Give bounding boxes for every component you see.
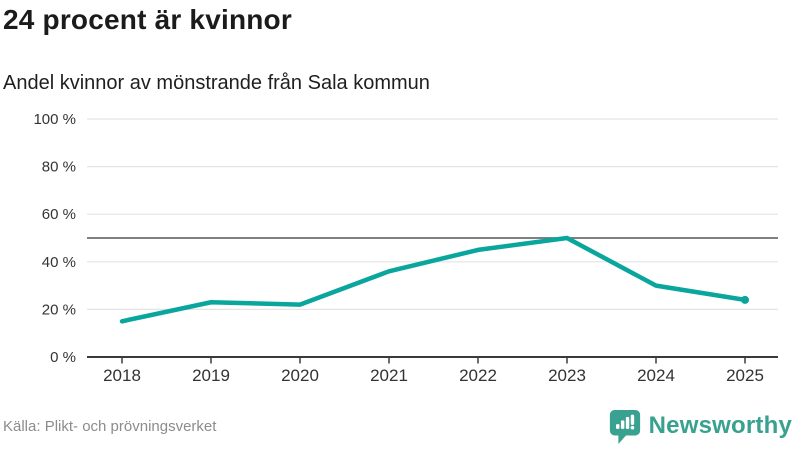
y-tick-label: 60 % — [42, 206, 76, 223]
y-tick-label: 0 % — [50, 349, 76, 366]
x-tick-label: 2025 — [726, 366, 764, 385]
x-tick-label: 2019 — [192, 366, 230, 385]
x-tick-label: 2024 — [637, 366, 675, 385]
y-tick-label: 40 % — [42, 254, 76, 271]
chart-title: 24 procent är kvinnor — [3, 4, 292, 35]
x-tick-label: 2018 — [103, 366, 141, 385]
end-point-dot — [741, 295, 749, 304]
x-tick-label: 2020 — [281, 366, 319, 385]
newsworthy-icon — [609, 409, 640, 444]
x-tick-label: 2023 — [548, 366, 586, 385]
y-tick-label: 80 % — [42, 159, 76, 176]
x-tick-label: 2021 — [370, 366, 408, 385]
y-tick-label: 20 % — [42, 301, 76, 318]
x-tick-label: 2022 — [459, 366, 497, 385]
chart-subtitle: Andel kvinnor av mönstrande från Sala ko… — [3, 72, 430, 94]
newsworthy-wordmark: Newsworthy — [648, 412, 792, 439]
chart-footer: Källa: Plikt- och prövningsverket Newswo… — [0, 406, 800, 446]
newsworthy-logo: Newsworthy — [608, 408, 792, 444]
y-tick-label: 100 % — [33, 111, 76, 128]
data-line — [119, 235, 748, 324]
source-note: Källa: Plikt- och prövningsverket — [3, 417, 217, 435]
